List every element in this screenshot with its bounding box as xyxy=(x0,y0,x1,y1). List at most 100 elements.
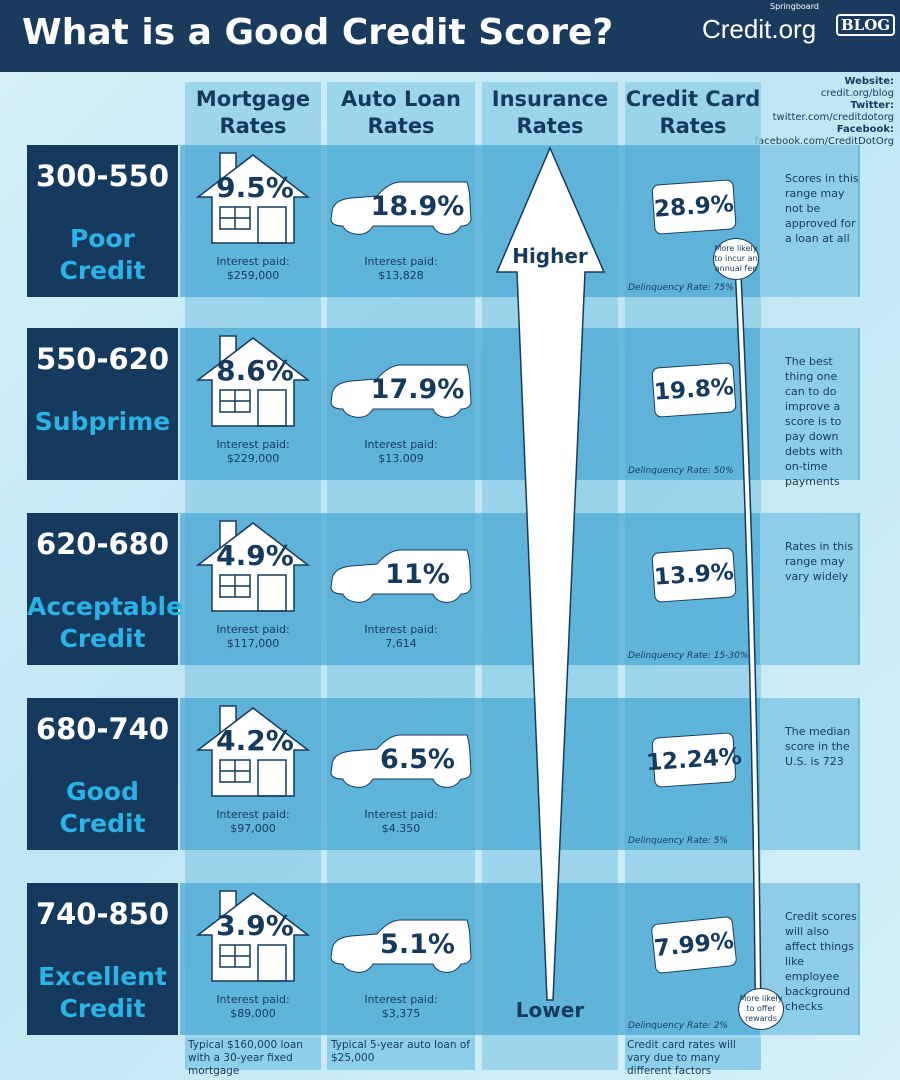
facebook-label: Facebook: xyxy=(836,124,894,135)
note-cell xyxy=(760,145,858,297)
score-label-box: 680-740 Good Credit xyxy=(27,698,178,850)
logo: Credit.org xyxy=(702,14,817,44)
delinquency-rate: Delinquency Rate: 75% xyxy=(628,283,734,293)
mortgage-rate: 8.6% xyxy=(216,354,294,387)
score-category: Subprime xyxy=(34,407,171,436)
interest-label: Interest paid: xyxy=(216,993,290,1006)
score-range: 740-850 xyxy=(35,897,170,931)
mortgage-interest-value: $89,000 xyxy=(230,1007,276,1020)
score-category: Poor Credit xyxy=(59,224,146,285)
auto-rate: 17.9% xyxy=(370,374,465,405)
auto-interest: Interest paid: 7,614 xyxy=(327,623,475,651)
mortgage-interest: Interest paid: $97,000 xyxy=(185,808,321,836)
mortgage-interest-value: $97,000 xyxy=(230,822,276,835)
mortgage-rate: 4.2% xyxy=(216,724,294,757)
auto-interest: Interest paid: $3,375 xyxy=(327,993,475,1021)
score-range: 620-680 xyxy=(35,527,170,561)
interest-label: Interest paid: xyxy=(364,623,438,636)
score-category: Excellent Credit xyxy=(38,962,167,1023)
score-range: 550-620 xyxy=(35,342,170,376)
mortgage-interest: Interest paid: $117,000 xyxy=(185,623,321,651)
delinquency-rate: Delinquency Rate: 50% xyxy=(628,466,734,476)
score-note: Credit scores will also affect things li… xyxy=(785,910,857,1013)
score-label-box: 740-850 Excellent Credit xyxy=(27,883,178,1035)
facebook-link[interactable]: facebook.com/CreditDotOrg xyxy=(754,136,894,147)
mortgage-header: Mortgage Rates xyxy=(195,87,311,138)
auto-footnote: Typical 5-year auto loan of $25,000 xyxy=(327,1038,475,1070)
page-title: What is a Good Credit Score? xyxy=(22,12,614,53)
mortgage-interest-value: $259,000 xyxy=(226,269,280,282)
auto-rate: 11% xyxy=(385,559,450,590)
house-icon xyxy=(196,890,310,982)
mortgage-interest-value: $117,000 xyxy=(226,637,280,650)
score-label-box: 300-550 Poor Credit xyxy=(27,145,178,297)
score-note: The best thing one can to do improve a s… xyxy=(785,355,843,488)
website-label: Website: xyxy=(844,76,894,87)
logo-subtitle: Springboard xyxy=(770,2,819,11)
rewards-bubble: More likely to offer rewards xyxy=(738,988,784,1030)
mortgage-interest: Interest paid: $229,000 xyxy=(185,438,321,466)
score-label-box: 620-680 Acceptable Credit xyxy=(27,513,183,665)
delinquency-rate: Delinquency Rate: 5% xyxy=(628,836,728,846)
note-cell xyxy=(760,328,858,480)
car-icon xyxy=(330,734,472,788)
insurance-header: Insurance Rates xyxy=(491,87,609,138)
score-note: The median score in the U.S. is 723 xyxy=(785,725,851,768)
note-cell xyxy=(760,698,858,850)
title-bar xyxy=(0,0,900,72)
score-range: 680-740 xyxy=(35,712,170,746)
interest-label: Interest paid: xyxy=(364,255,438,268)
score-category: Good Credit xyxy=(59,777,146,838)
auto-interest: Interest paid: $13.009 xyxy=(327,438,475,466)
auto-interest-value: $13.009 xyxy=(378,452,424,465)
auto-rate: 18.9% xyxy=(370,191,465,222)
score-note: Scores in this range may not be approved… xyxy=(785,172,859,245)
annual-fee-bubble: More likely to incur an annual fee xyxy=(713,238,759,280)
mortgage-rate: 9.5% xyxy=(216,171,294,204)
blog-badge: BLOG xyxy=(836,14,896,36)
auto-header: Auto Loan Rates xyxy=(341,87,461,138)
interest-label: Interest paid: xyxy=(216,808,290,821)
social-links: Website: credit.org/blog Twitter: twitte… xyxy=(754,76,894,148)
score-label-box: 550-620 Subprime xyxy=(27,328,178,480)
website-link[interactable]: credit.org/blog xyxy=(820,88,894,99)
note-cell xyxy=(760,513,858,665)
score-note: Rates in this range may vary widely xyxy=(785,540,854,583)
mortgage-interest: Interest paid: $259,000 xyxy=(185,255,321,283)
auto-interest-value: 7,614 xyxy=(385,637,417,650)
interest-label: Interest paid: xyxy=(216,438,290,451)
auto-interest-value: $13,828 xyxy=(378,269,424,282)
auto-interest-value: $3,375 xyxy=(381,1007,421,1020)
auto-interest: Interest paid: $13,828 xyxy=(327,255,475,283)
delinquency-rate: Delinquency Rate: 2% xyxy=(628,1021,728,1031)
car-icon xyxy=(330,364,472,418)
interest-label: Interest paid: xyxy=(364,993,438,1006)
auto-rate: 6.5% xyxy=(380,744,455,775)
house-icon xyxy=(196,152,310,244)
house-icon xyxy=(196,705,310,797)
interest-label: Interest paid: xyxy=(364,438,438,451)
house-icon xyxy=(196,335,310,427)
insurance-lower: Lower xyxy=(515,998,585,1022)
interest-label: Interest paid: xyxy=(216,623,290,636)
mortgage-interest-value: $229,000 xyxy=(226,452,280,465)
twitter-link[interactable]: twitter.com/creditdotorg xyxy=(772,112,894,123)
car-icon xyxy=(330,549,472,603)
auto-interest-value: $4.350 xyxy=(381,822,421,835)
interest-label: Interest paid: xyxy=(216,255,290,268)
house-icon xyxy=(196,520,310,612)
mortgage-rate: 4.9% xyxy=(216,539,294,572)
auto-rate: 5.1% xyxy=(380,929,455,960)
delinquency-rate: Delinquency Rate: 15-30% xyxy=(628,651,749,661)
arrow-shape xyxy=(495,146,606,1001)
car-icon xyxy=(330,181,472,235)
interest-label: Interest paid: xyxy=(364,808,438,821)
mortgage-footnote: Typical $160,000 loan with a 30-year fix… xyxy=(185,1038,321,1077)
score-range: 300-550 xyxy=(35,159,170,193)
credit-card-footnote: Credit card rates will vary due to many … xyxy=(625,1038,761,1077)
mortgage-interest: Interest paid: $89,000 xyxy=(185,993,321,1021)
car-icon xyxy=(330,919,472,973)
twitter-label: Twitter: xyxy=(850,100,894,111)
credit-card-header: Credit Card Rates xyxy=(625,87,761,138)
